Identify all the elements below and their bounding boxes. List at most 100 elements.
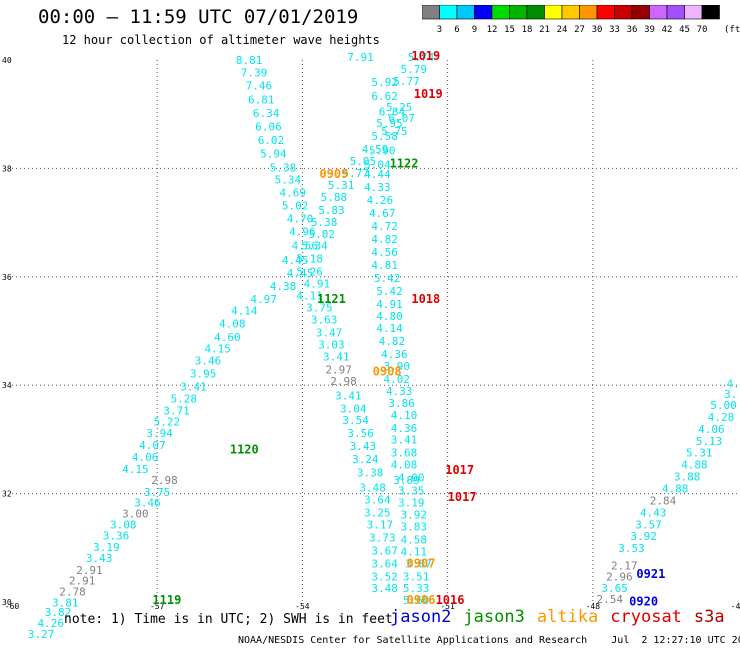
- wave-height-value: 5.92: [371, 76, 398, 89]
- map-subtitle: 12 hour collection of altimeter wave hei…: [62, 33, 380, 47]
- wave-height-value: 5.74: [408, 51, 435, 64]
- wave-height-value: 3.86: [388, 397, 415, 410]
- pass-time-label: 1018: [411, 292, 440, 306]
- wave-height-value: 6.07: [388, 112, 415, 125]
- wave-height-value: 4.82: [371, 233, 398, 246]
- wave-height-value: 3.41: [323, 350, 350, 363]
- wave-height-value: 2.96: [606, 570, 633, 583]
- wave-height-value: 4.69: [279, 187, 306, 200]
- wave-height-value: 4.28: [708, 411, 735, 424]
- wave-height-value: 5.33: [403, 582, 430, 595]
- pass-time-label: 1017: [445, 463, 474, 477]
- wave-height-value: 5.95: [376, 117, 403, 130]
- wave-height-value: 5.38: [311, 216, 338, 229]
- pass-time-label: 1120: [230, 442, 259, 456]
- wave-height-value: 4.02: [384, 373, 411, 386]
- wave-height-value: 4.96: [289, 226, 316, 239]
- wave-height-value: 4.33: [386, 385, 413, 398]
- wave-height-value: 4.70: [287, 213, 314, 226]
- scale-label: 39: [644, 25, 655, 35]
- pass-time-label: 0906: [407, 593, 436, 607]
- wave-height-value: 5.04: [364, 158, 391, 171]
- wave-height-value: 4.80: [376, 310, 403, 323]
- wave-height-value: 3.71: [163, 404, 190, 417]
- scale-label: 45: [679, 25, 690, 35]
- wave-height-value: 4.36: [381, 348, 408, 361]
- wave-height-value: 3.68: [391, 447, 418, 460]
- scale-label: 21: [539, 25, 550, 35]
- wave-height-value: 4.45: [287, 267, 314, 280]
- map-title: 00:00 – 11:59 UTC 07/01/2019: [38, 6, 359, 28]
- scale-label: 70: [697, 25, 708, 35]
- wave-height-value: 3.73: [369, 531, 396, 544]
- wave-height-value: 4.06: [132, 451, 159, 464]
- wave-height-value: 3.54: [342, 414, 369, 427]
- lat-tick-label: 32: [2, 490, 12, 499]
- wave-height-value: 3.41: [335, 389, 362, 402]
- wave-height-value: 5.83: [318, 204, 345, 217]
- pass-time-label: 1122: [390, 156, 419, 170]
- wave-height-value: 4.91: [304, 278, 331, 291]
- wave-height-value: 3.48: [371, 582, 398, 595]
- footer-credit: NOAA/NESDIS Center for Satellite Applica…: [238, 635, 740, 646]
- lat-tick-label: 36: [2, 273, 12, 282]
- scale-label: 42: [662, 25, 673, 35]
- wave-height-value: 3.48: [359, 481, 386, 494]
- wave-height-value: 3.46: [134, 497, 161, 510]
- wave-height-value: 3.19: [398, 497, 425, 510]
- wave-height-value: 5.22: [154, 415, 181, 428]
- wave-height-value: 3.35: [398, 485, 425, 498]
- wave-height-value: 3.24: [352, 453, 379, 466]
- lon-tick-label: -57: [150, 602, 165, 611]
- wave-height-value: 4.36: [391, 422, 418, 435]
- wave-height-value: 4.56: [292, 240, 319, 253]
- pass-time-label: 1119: [152, 593, 181, 607]
- legend-altika: altika: [536, 607, 599, 627]
- wave-height-value: 3.51: [403, 570, 430, 583]
- wave-height-value: 4.07: [139, 439, 166, 452]
- wave-height-value: 2.97: [325, 363, 352, 376]
- wave-height-value: 5.42: [376, 285, 403, 298]
- wave-height-value: 3.04: [340, 402, 367, 415]
- wave-height-value: 6.62: [371, 90, 398, 103]
- wave-height-value: 2.17: [611, 559, 638, 572]
- scale-label: 12: [487, 25, 498, 35]
- wave-height-value: 5.25: [386, 101, 413, 114]
- wave-height-value: 3.87: [405, 557, 432, 570]
- scale-label: 18: [522, 25, 533, 35]
- wave-height-value: 3.95: [190, 368, 217, 381]
- wave-height-value: 6.06: [255, 120, 282, 133]
- wave-height-value: 3.92: [630, 530, 657, 543]
- wave-height-value: 4.15: [122, 463, 149, 476]
- pass-time-label: 1017: [448, 490, 477, 504]
- wave-height-value: 3.38: [357, 466, 384, 479]
- wave-height-value: 4.44: [364, 168, 391, 181]
- pass-time-label: 1019: [414, 87, 443, 101]
- units-note: note: 1) Time is in UTC; 2) SWH is in fe…: [64, 612, 393, 627]
- wave-height-value: 5.38: [270, 162, 297, 175]
- wave-height-value: 7.39: [241, 66, 268, 79]
- wave-height-value: 3.57: [635, 518, 662, 531]
- wave-height-value: 4.: [727, 377, 740, 390]
- wave-height-value: 3.65: [601, 582, 628, 595]
- wave-height-value: 3.75: [144, 486, 171, 499]
- wave-height-value: 5.28: [171, 393, 198, 406]
- scale-label: 30: [592, 25, 603, 35]
- wave-height-value: 3.25: [364, 506, 391, 519]
- wave-height-value: 4.81: [371, 259, 398, 272]
- wave-height-value: 3.89: [393, 474, 420, 487]
- wave-height-value: 5.34: [301, 240, 328, 253]
- wave-height-value: 3.08: [110, 518, 137, 531]
- wave-height-value: 4.26: [367, 194, 394, 207]
- wave-height-value: 5.79: [400, 63, 427, 76]
- wave-height-value: 4.58: [400, 533, 427, 546]
- pass-time-label: 1121: [317, 292, 346, 306]
- lon-tick-label: -54: [295, 602, 310, 611]
- wave-height-value: 5.77: [342, 167, 369, 180]
- wave-height-value: 4.38: [270, 280, 297, 293]
- wave-height-value: 4.15: [204, 343, 231, 356]
- wave-height-value: 2.91: [69, 575, 96, 588]
- wave-height-value: 5.88: [321, 191, 348, 204]
- wave-height-value: 3.56: [347, 427, 374, 440]
- wave-height-value: 4.91: [376, 298, 403, 311]
